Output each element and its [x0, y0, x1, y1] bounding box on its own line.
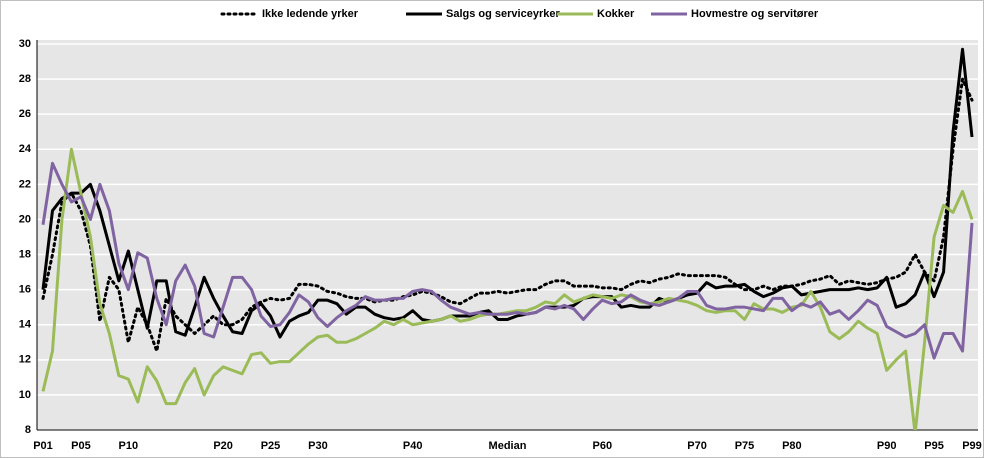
y-tick-label: 14 [19, 319, 32, 331]
series-line [41, 147, 974, 430]
y-tick-label: 22 [19, 178, 31, 190]
x-tick-label: P75 [735, 440, 755, 452]
legend-label: Kokker [597, 8, 635, 20]
x-tick-label: P25 [261, 440, 281, 452]
x-tick-label: P70 [687, 440, 707, 452]
y-tick-label: 12 [19, 354, 31, 366]
y-tick-label: 18 [19, 248, 31, 260]
y-tick-label: 10 [19, 389, 31, 401]
series-line [41, 161, 974, 360]
y-tick-label: 28 [19, 73, 31, 85]
series-line [41, 77, 974, 353]
x-tick-label: P20 [213, 440, 233, 452]
y-tick-label: 30 [19, 38, 31, 50]
x-tick-label: P99 [962, 440, 982, 452]
y-tick-label: 26 [19, 108, 31, 120]
legend-label: Hovmestre og servitører [691, 8, 819, 20]
x-tick-label: P80 [782, 440, 802, 452]
y-tick-label: 16 [19, 284, 31, 296]
y-tick-label: 24 [19, 143, 32, 155]
x-tick-label: P60 [593, 440, 613, 452]
x-tick-label: P90 [877, 440, 897, 452]
x-tick-label: P01 [33, 440, 53, 452]
legend-label: Ikke ledende yrker [262, 8, 359, 20]
plot-area [37, 40, 978, 430]
x-tick-label: P30 [308, 440, 328, 452]
legend-label: Salgs og serviceyrker [446, 8, 560, 20]
y-tick-label: 8 [25, 424, 31, 436]
x-tick-label: P40 [403, 440, 423, 452]
x-tick-label: P05 [71, 440, 91, 452]
x-tick-label: P10 [119, 440, 139, 452]
y-tick-label: 20 [19, 213, 31, 225]
x-tick-label: P95 [924, 440, 944, 452]
x-tick-label: Median [489, 440, 527, 452]
